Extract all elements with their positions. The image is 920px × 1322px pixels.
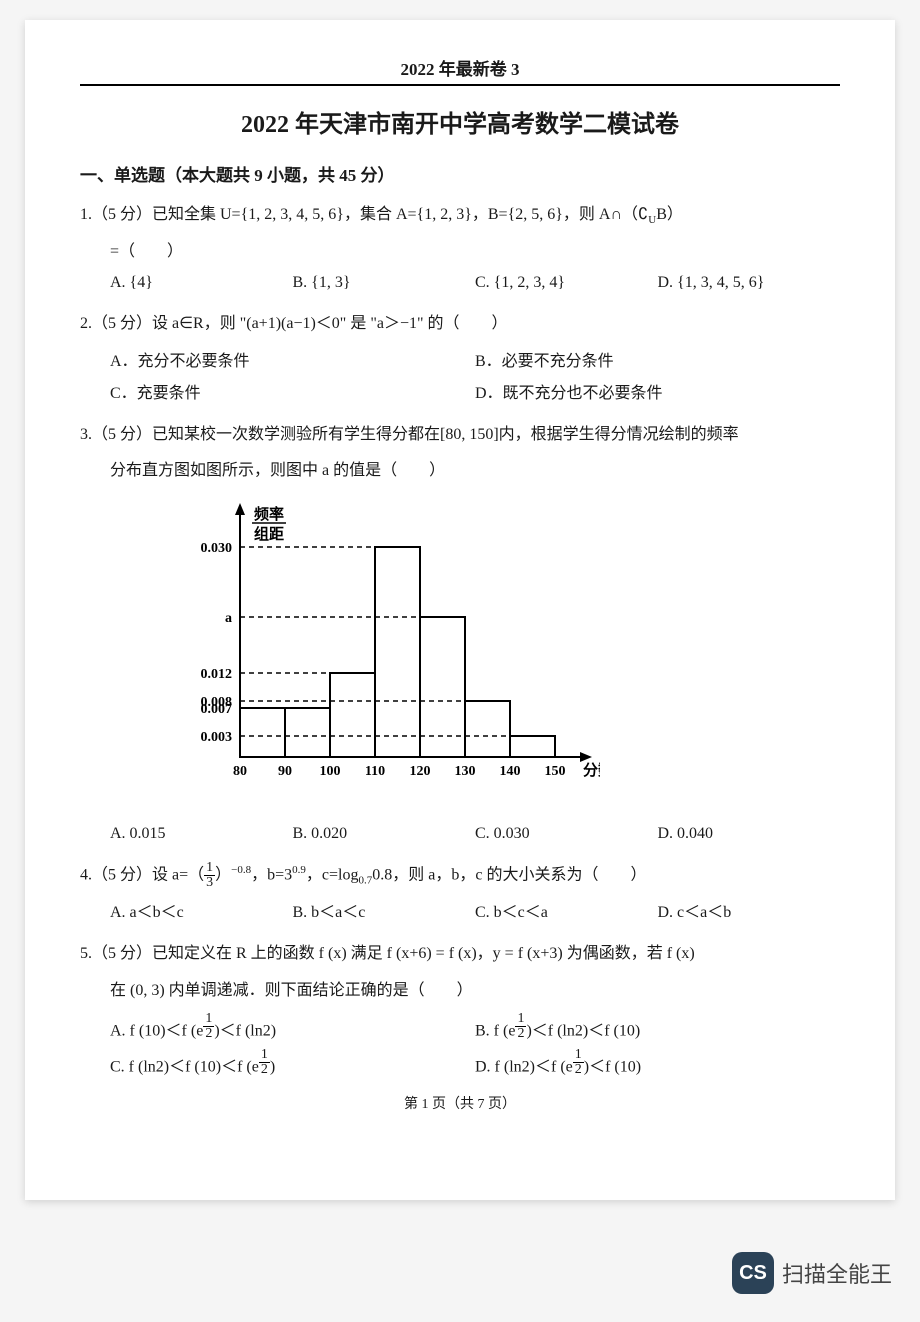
svg-text:0.030: 0.030 [201,541,233,556]
svg-text:90: 90 [278,764,292,779]
q3-opt-c: C. 0.030 [475,818,658,850]
q1-tail: B） [656,206,683,223]
histogram-chart: 频率组距分数0.030a0.0120.0080.0070.00380901001… [80,497,840,808]
question-1: 1.（5 分）已知全集 U={1, 2, 3, 4, 5, 6}，集合 A={1… [80,200,840,299]
q5a-num: 1 [203,1012,214,1027]
q4-mid2: ，b=3 [251,866,292,883]
q5-opt-a: A. f (10)＜f (e12)＜f (ln2) [110,1012,475,1047]
q3-opt-a: A. 0.015 [110,818,293,850]
question-4: 4.（5 分）设 a=（13）−0.8，b=30.9，c=log0.70.8，则… [80,860,840,929]
q4-options: A. a＜b＜c B. b＜a＜c C. b＜c＜a D. c＜a＜b [80,897,840,929]
q5a-den: 2 [203,1027,214,1041]
page-footer: 第 1 页（共 7 页） [80,1093,840,1113]
q2-opt-a: A．充分不必要条件 [110,346,475,378]
q5-stem1: 5.（5 分）已知定义在 R 上的函数 f (x) 满足 f (x+6) = f… [80,939,840,969]
top-header: 2022 年最新卷 3 [80,55,840,86]
q4-opt-a: A. a＜b＜c [110,897,293,929]
svg-text:120: 120 [410,764,431,779]
exam-page: 2022 年最新卷 3 2022 年天津市南开中学高考数学二模试卷 一、单选题（… [25,20,895,1200]
q2-stem: 2.（5 分）设 a∈R，则 "(a+1)(a−1)＜0" 是 "a＞−1" 的… [80,309,840,339]
histogram-svg: 频率组距分数0.030a0.0120.0080.0070.00380901001… [180,497,600,797]
svg-text:0.007: 0.007 [201,702,233,717]
q4-opt-b: B. b＜a＜c [293,897,476,929]
q4-mid: ） [215,866,231,883]
svg-text:140: 140 [500,764,521,779]
q2-opt-b: B．必要不充分条件 [475,346,840,378]
q1-opt-d: D. {1, 3, 4, 5, 6} [658,267,841,299]
q1-sub: U [648,214,656,226]
q4-tail: 0.8，则 a，b，c 的大小关系为（ ） [372,866,646,883]
q5b-pre: B. f (e [475,1023,515,1040]
q5b-num: 1 [515,1012,526,1027]
q5a-post: )＜f (ln2) [214,1023,276,1040]
q5d-frac: 12 [573,1048,584,1077]
q5b-frac: 12 [515,1012,526,1041]
q2-options: A．充分不必要条件 B．必要不充分条件 C．充要条件 D．既不充分也不必要条件 [80,346,840,410]
svg-text:频率: 频率 [254,505,284,523]
q3-options: A. 0.015 B. 0.020 C. 0.030 D. 0.040 [80,818,840,850]
q3-stem1: 3.（5 分）已知某校一次数学测验所有学生得分都在[80, 150]内，根据学生… [80,420,840,450]
question-2: 2.（5 分）设 a∈R，则 "(a+1)(a−1)＜0" 是 "a＞−1" 的… [80,309,840,409]
q4-frac-num: 1 [204,861,215,876]
q5b-post: )＜f (ln2)＜f (10) [526,1023,640,1040]
q5d-post: )＜f (10) [584,1058,641,1075]
main-title: 2022 年天津市南开中学高考数学二模试卷 [80,104,840,139]
watermark: CS 扫描全能王 [732,1252,892,1294]
q4-frac: 13 [204,861,215,890]
q5d-num: 1 [573,1048,584,1063]
q5-opt-d: D. f (ln2)＜f (e12)＜f (10) [475,1048,840,1083]
svg-text:130: 130 [455,764,476,779]
q4-frac-den: 3 [204,876,215,890]
svg-text:100: 100 [320,764,341,779]
q2-opt-d: D．既不充分也不必要条件 [475,378,840,410]
q5-opt-b: B. f (e12)＜f (ln2)＜f (10) [475,1012,840,1047]
q4-opt-c: C. b＜c＜a [475,897,658,929]
svg-text:110: 110 [365,764,385,779]
q5c-post: ) [270,1058,275,1075]
question-3: 3.（5 分）已知某校一次数学测验所有学生得分都在[80, 150]内，根据学生… [80,420,840,850]
q5c-frac: 12 [259,1048,270,1077]
q1-opt-b: B. {1, 3} [293,267,476,299]
q4-opt-d: D. c＜a＜b [658,897,841,929]
q4-sub1: 0.7 [358,875,372,887]
q5d-pre: D. f (ln2)＜f (e [475,1058,573,1075]
q1-stem-text: 1.（5 分）已知全集 U={1, 2, 3, 4, 5, 6}，集合 A={1… [80,206,648,223]
q1-options: A. {4} B. {1, 3} C. {1, 2, 3, 4} D. {1, … [80,267,840,299]
q4-stem: 4.（5 分）设 a=（13）−0.8，b=30.9，c=log0.70.8，则… [80,860,840,891]
q5-stem2: 在 (0, 3) 内单调递减．则下面结论正确的是（ ） [80,976,840,1006]
q1-opt-a: A. {4} [110,267,293,299]
q5b-den: 2 [515,1027,526,1041]
q1-stem: 1.（5 分）已知全集 U={1, 2, 3, 4, 5, 6}，集合 A={1… [80,200,840,231]
q5c-den: 2 [259,1063,270,1077]
q4-exp2: 0.9 [292,864,306,876]
svg-text:0.003: 0.003 [201,730,233,745]
q3-opt-b: B. 0.020 [293,818,476,850]
svg-text:组距: 组距 [254,525,284,543]
watermark-badge: CS [732,1252,774,1294]
q3-opt-d: D. 0.040 [658,818,841,850]
q5d-den: 2 [573,1063,584,1077]
q5a-frac: 12 [203,1012,214,1041]
q4-pre: 4.（5 分）设 a=（ [80,866,204,883]
svg-text:80: 80 [233,764,247,779]
svg-text:150: 150 [545,764,566,779]
q1-opt-c: C. {1, 2, 3, 4} [475,267,658,299]
question-5: 5.（5 分）已知定义在 R 上的函数 f (x) 满足 f (x+6) = f… [80,939,840,1083]
q3-stem2: 分布直方图如图所示，则图中 a 的值是（ ） [80,456,840,486]
svg-text:a: a [225,611,232,626]
q5a-pre: A. f (10)＜f (e [110,1023,203,1040]
q4-mid3: ，c=log [306,866,359,883]
svg-text:0.012: 0.012 [201,667,233,682]
q5c-pre: C. f (ln2)＜f (10)＜f (e [110,1058,259,1075]
q1-equals: =（ ） [80,237,840,267]
q5c-num: 1 [259,1048,270,1063]
q4-exp1: −0.8 [231,864,251,876]
watermark-text: 扫描全能王 [782,1257,892,1289]
svg-text:分数: 分数 [583,761,600,779]
q2-opt-c: C．充要条件 [110,378,475,410]
q5-opt-c: C. f (ln2)＜f (10)＜f (e12) [110,1048,475,1083]
section-header: 一、单选题（本大题共 9 小题，共 45 分） [80,161,840,186]
q5-options: A. f (10)＜f (e12)＜f (ln2) B. f (e12)＜f (… [80,1012,840,1083]
